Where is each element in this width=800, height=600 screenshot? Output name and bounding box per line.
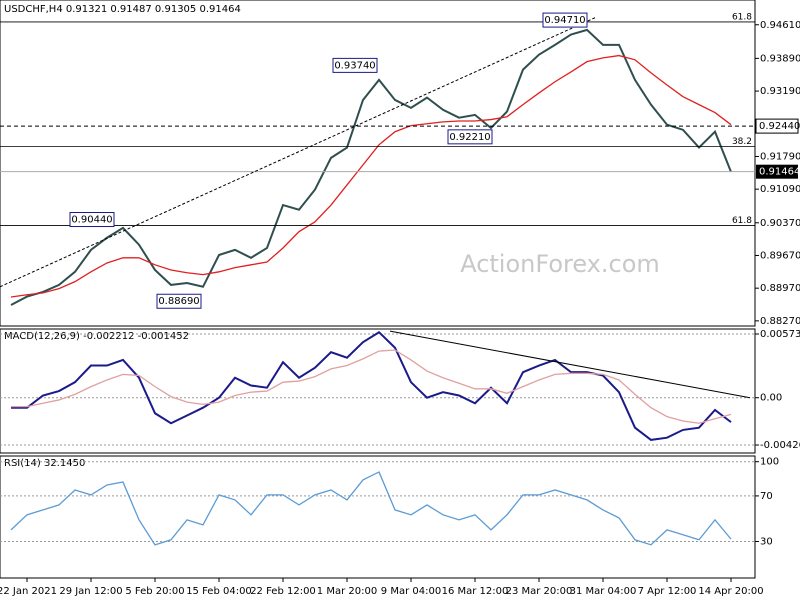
annotation-box <box>69 212 115 228</box>
fib-label: 61.8 <box>732 216 752 226</box>
marked-level-label: 0.92440 <box>759 121 800 132</box>
y-tick-label: 0.00 <box>760 393 782 404</box>
annotation-box <box>332 57 378 73</box>
watermark: ActionForex.com <box>460 250 660 278</box>
series-line <box>11 349 732 424</box>
fib-label: 61.8 <box>732 12 752 22</box>
x-tick-label: 31 Mar 04:00 <box>570 586 637 597</box>
x-tick-label: 5 Feb 20:00 <box>125 586 184 597</box>
trendline <box>0 17 596 288</box>
y-tick-label: 0.90370 <box>760 218 800 229</box>
y-tick-label: 100 <box>760 457 779 468</box>
series-line <box>10 28 732 306</box>
annotation-box <box>447 129 493 145</box>
y-tick-label: 0.89670 <box>760 250 800 261</box>
chart-title: USDCHF,H4 0.91321 0.91487 0.91305 0.9146… <box>4 4 241 15</box>
price-panel <box>0 0 756 327</box>
series-line <box>10 471 732 546</box>
y-tick-label: 0.94610 <box>760 20 800 31</box>
x-tick-label: 22 Jan 2021 <box>0 586 57 597</box>
y-tick-label: 30 <box>760 537 773 548</box>
x-tick-label: 29 Jan 12:00 <box>59 586 122 597</box>
rsi-panel <box>0 455 756 579</box>
annotation-box <box>542 12 588 28</box>
annotation-label: 0.90440 <box>71 215 112 226</box>
y-tick-label: 0.91790 <box>760 151 800 162</box>
annotation-label: 0.94710 <box>544 15 585 26</box>
y-tick-label: 70 <box>760 491 773 502</box>
x-tick-label: 15 Feb 04:00 <box>186 586 252 597</box>
annotation-label: 0.88690 <box>158 296 199 307</box>
y-tick-label: 0.88270 <box>760 316 800 327</box>
x-tick-label: 14 Apr 20:00 <box>698 586 763 597</box>
y-tick-label: 0.93190 <box>760 86 800 97</box>
y-tick-label: 0.88970 <box>760 283 800 294</box>
last-price-label: 0.91464 <box>759 167 800 178</box>
fib-label: 38.2 <box>732 137 752 147</box>
y-tick-label: 0.91090 <box>760 184 800 195</box>
y-tick-label: 0.005739 <box>760 329 800 340</box>
x-tick-label: 7 Apr 12:00 <box>638 586 697 597</box>
x-tick-label: 16 Mar 12:00 <box>442 586 509 597</box>
annotation-label: 0.93740 <box>334 60 375 71</box>
x-tick-label: 1 Mar 20:00 <box>317 586 377 597</box>
last-price-box <box>756 164 798 179</box>
macd-title: MACD(12,26,9) -0.002212 -0.001452 <box>4 331 189 342</box>
x-tick-label: 9 Mar 04:00 <box>381 586 441 597</box>
x-tick-label: 23 Mar 20:00 <box>506 586 573 597</box>
y-tick-label: -0.004261 <box>760 440 800 451</box>
x-tick-label: 22 Feb 12:00 <box>250 586 316 597</box>
annotation-box <box>156 293 202 309</box>
series-line <box>11 330 732 441</box>
series-line <box>10 54 732 298</box>
marked-level-box <box>755 118 799 134</box>
rsi-title: RSI(14) 32.1450 <box>4 458 85 469</box>
y-tick-label: 0.93890 <box>760 53 800 64</box>
macd-panel <box>0 328 756 454</box>
annotation-label: 0.92210 <box>449 132 490 143</box>
macd-trendline <box>389 330 751 399</box>
